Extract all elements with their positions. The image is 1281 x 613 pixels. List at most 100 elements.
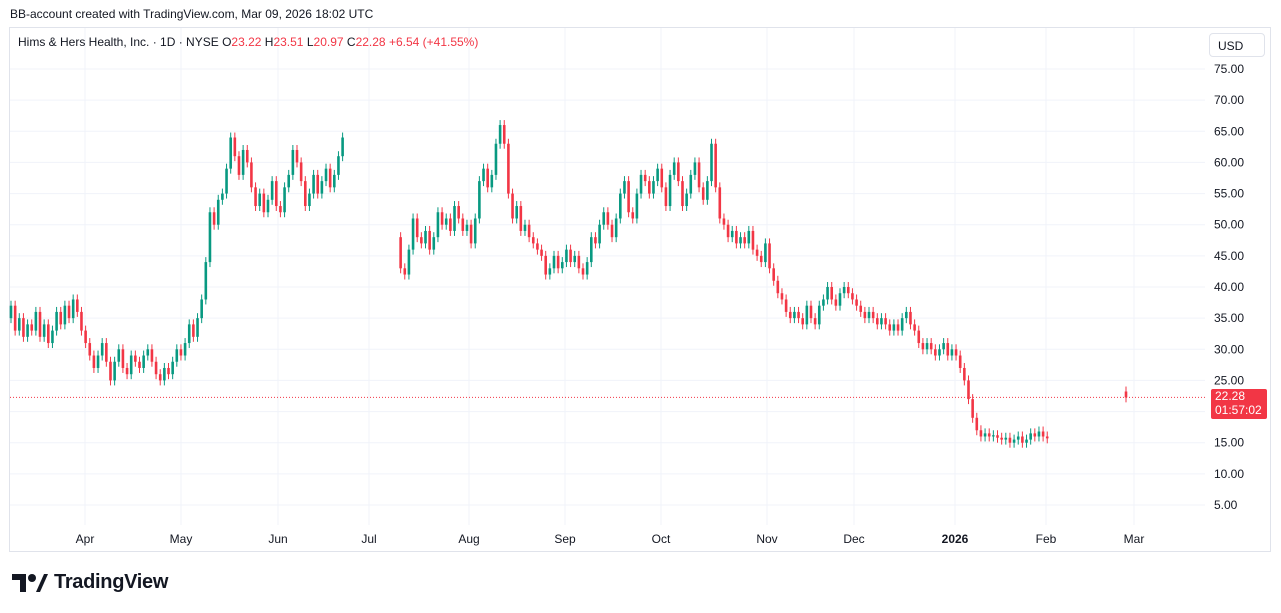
candle-body[interactable] (672, 162, 676, 175)
candle-body[interactable] (453, 206, 456, 231)
candle-body[interactable] (1008, 437, 1012, 443)
candle-body[interactable] (627, 181, 630, 213)
candle-body[interactable] (146, 349, 150, 356)
candle-body[interactable] (826, 287, 829, 300)
candle-body[interactable] (212, 212, 216, 225)
candle-body[interactable] (950, 349, 954, 356)
candle-body[interactable] (9, 305, 13, 319)
candle-body[interactable] (163, 367, 166, 381)
candle-body[interactable] (407, 249, 411, 275)
candle-body[interactable] (287, 174, 291, 188)
currency-button[interactable]: USD (1209, 33, 1265, 57)
candle-body[interactable] (303, 181, 307, 207)
candle-body[interactable] (324, 168, 328, 182)
candle-body[interactable] (556, 255, 560, 269)
candle-body[interactable] (333, 174, 336, 188)
candle-body[interactable] (519, 206, 523, 231)
candle-body[interactable] (979, 430, 983, 437)
candle-body[interactable] (38, 311, 42, 337)
candle-body[interactable] (639, 174, 643, 194)
candle-body[interactable] (759, 255, 763, 263)
candle-body[interactable] (983, 433, 987, 437)
candle-body[interactable] (1124, 391, 1128, 398)
candle-body[interactable] (565, 249, 568, 263)
candle-body[interactable] (726, 224, 730, 238)
candle-body[interactable] (47, 324, 50, 344)
candle-body[interactable] (527, 224, 531, 238)
candle-body[interactable] (444, 218, 448, 225)
candle-body[interactable] (809, 305, 813, 319)
candle-body[interactable] (830, 287, 834, 300)
candle-body[interactable] (88, 343, 92, 356)
candle-body[interactable] (896, 324, 900, 331)
candle-body[interactable] (96, 355, 100, 368)
candle-body[interactable] (216, 199, 220, 225)
candle-body[interactable] (225, 168, 228, 194)
candle-body[interactable] (299, 162, 303, 182)
candle-body[interactable] (971, 399, 974, 418)
candle-body[interactable] (660, 168, 664, 188)
candle-body[interactable] (805, 305, 809, 325)
candle-body[interactable] (67, 305, 71, 319)
candle-body[interactable] (697, 162, 701, 188)
candle-body[interactable] (183, 343, 187, 356)
candle-body[interactable] (26, 324, 29, 337)
candle-body[interactable] (457, 206, 460, 219)
candle-body[interactable] (987, 433, 991, 437)
candle-body[interactable] (158, 374, 162, 381)
candle-body[interactable] (536, 243, 539, 250)
candle-body[interactable] (590, 237, 593, 263)
candle-body[interactable] (992, 435, 995, 437)
candle-body[interactable] (693, 162, 697, 175)
candle-body[interactable] (436, 212, 440, 238)
candle-body[interactable] (834, 299, 838, 306)
candle-body[interactable] (266, 199, 270, 213)
candle-body[interactable] (619, 193, 622, 219)
candle-body[interactable] (420, 237, 423, 244)
candle-body[interactable] (751, 230, 755, 250)
candle-body[interactable] (577, 255, 581, 269)
candle-body[interactable] (171, 361, 174, 375)
candle-body[interactable] (958, 355, 962, 368)
candle-body[interactable] (449, 218, 452, 231)
candle-body[interactable] (648, 181, 651, 194)
candle-body[interactable] (200, 299, 203, 319)
candle-body[interactable] (913, 324, 916, 331)
candle-body[interactable] (432, 237, 436, 250)
candle-body[interactable] (631, 212, 635, 219)
candle-body[interactable] (876, 318, 879, 325)
candle-body[interactable] (250, 162, 253, 188)
candle-body[interactable] (55, 311, 58, 331)
candle-body[interactable] (478, 181, 481, 219)
candle-body[interactable] (967, 380, 970, 400)
candle-body[interactable] (502, 125, 506, 144)
candle-body[interactable] (623, 181, 626, 194)
candle-body[interactable] (241, 149, 245, 175)
candle-body[interactable] (797, 311, 800, 319)
candle-body[interactable] (1045, 436, 1049, 439)
candle-body[interactable] (482, 168, 485, 182)
candle-body[interactable] (652, 181, 655, 194)
candle-body[interactable] (187, 324, 191, 344)
candle-body[interactable] (154, 361, 158, 375)
candle-body[interactable] (755, 249, 759, 256)
candle-body[interactable] (308, 193, 311, 207)
candle-body[interactable] (851, 293, 854, 300)
candle-body[interactable] (254, 187, 257, 207)
candle-body[interactable] (776, 280, 780, 294)
candle-body[interactable] (270, 181, 274, 200)
candle-body[interactable] (747, 230, 751, 244)
candle-body[interactable] (954, 349, 958, 356)
candle-body[interactable] (17, 318, 21, 331)
candle-body[interactable] (494, 143, 498, 175)
candle-body[interactable] (461, 218, 465, 231)
candle-body[interactable] (507, 143, 510, 194)
candle-body[interactable] (540, 249, 543, 256)
candle-body[interactable] (871, 311, 875, 319)
candle-body[interactable] (772, 268, 775, 281)
candle-body[interactable] (888, 324, 892, 331)
candle-body[interactable] (842, 287, 846, 294)
candle-body[interactable] (237, 156, 241, 175)
candle-body[interactable] (743, 237, 746, 244)
